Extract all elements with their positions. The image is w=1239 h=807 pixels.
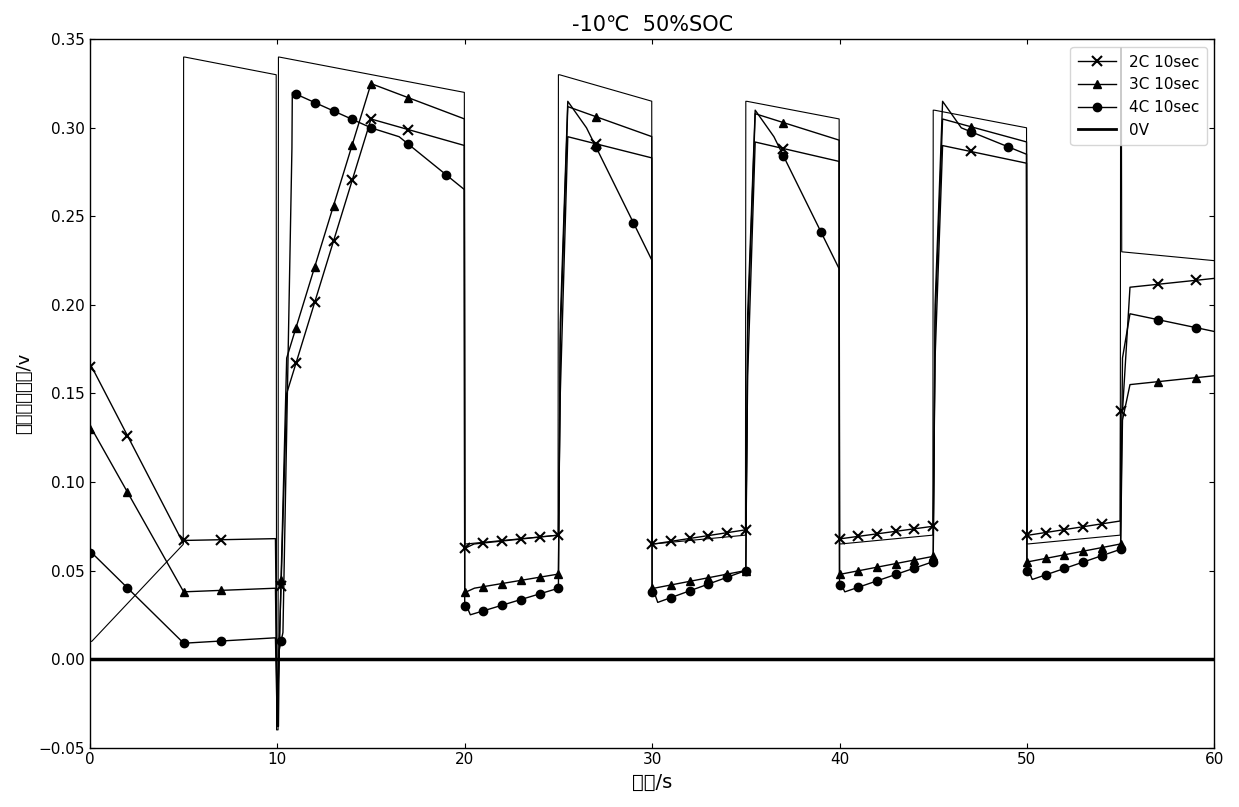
3C 10sec <box>623 124 638 134</box>
2C 10sec <box>83 362 98 372</box>
4C 10sec <box>623 212 638 222</box>
2C 10sec <box>363 114 378 123</box>
3C 10sec <box>83 424 98 433</box>
4C 10sec <box>270 721 285 731</box>
0V <box>102 654 116 664</box>
4C 10sec <box>307 98 322 107</box>
2C 10sec <box>530 533 545 542</box>
2C 10sec <box>766 141 781 151</box>
2C 10sec <box>1207 274 1222 283</box>
Line: 4C 10sec: 4C 10sec <box>90 93 1214 726</box>
3C 10sec <box>766 115 781 124</box>
3C 10sec <box>530 573 545 583</box>
Legend: 2C 10sec, 3C 10sec, 4C 10sec, 0V: 2C 10sec, 3C 10sec, 4C 10sec, 0V <box>1070 47 1207 145</box>
3C 10sec <box>1157 376 1172 386</box>
X-axis label: 时间/s: 时间/s <box>632 773 673 792</box>
4C 10sec <box>1157 316 1172 326</box>
Y-axis label: 负极参考电位/v: 负极参考电位/v <box>15 353 33 434</box>
2C 10sec <box>623 148 638 157</box>
2C 10sec <box>307 299 322 308</box>
4C 10sec <box>1207 327 1222 337</box>
4C 10sec <box>456 184 471 194</box>
2C 10sec <box>1157 278 1172 288</box>
3C 10sec <box>456 114 471 123</box>
3C 10sec <box>270 716 285 725</box>
Line: 2C 10sec: 2C 10sec <box>90 119 1214 712</box>
4C 10sec <box>766 130 781 140</box>
3C 10sec <box>1207 371 1222 381</box>
0V <box>83 654 98 664</box>
4C 10sec <box>530 589 545 599</box>
Title: -10℃  50%SOC: -10℃ 50%SOC <box>571 15 732 35</box>
2C 10sec <box>270 707 285 717</box>
3C 10sec <box>363 79 378 89</box>
4C 10sec <box>83 548 98 558</box>
Line: 3C 10sec: 3C 10sec <box>90 84 1214 721</box>
4C 10sec <box>285 88 300 98</box>
2C 10sec <box>456 140 471 150</box>
3C 10sec <box>307 263 322 273</box>
